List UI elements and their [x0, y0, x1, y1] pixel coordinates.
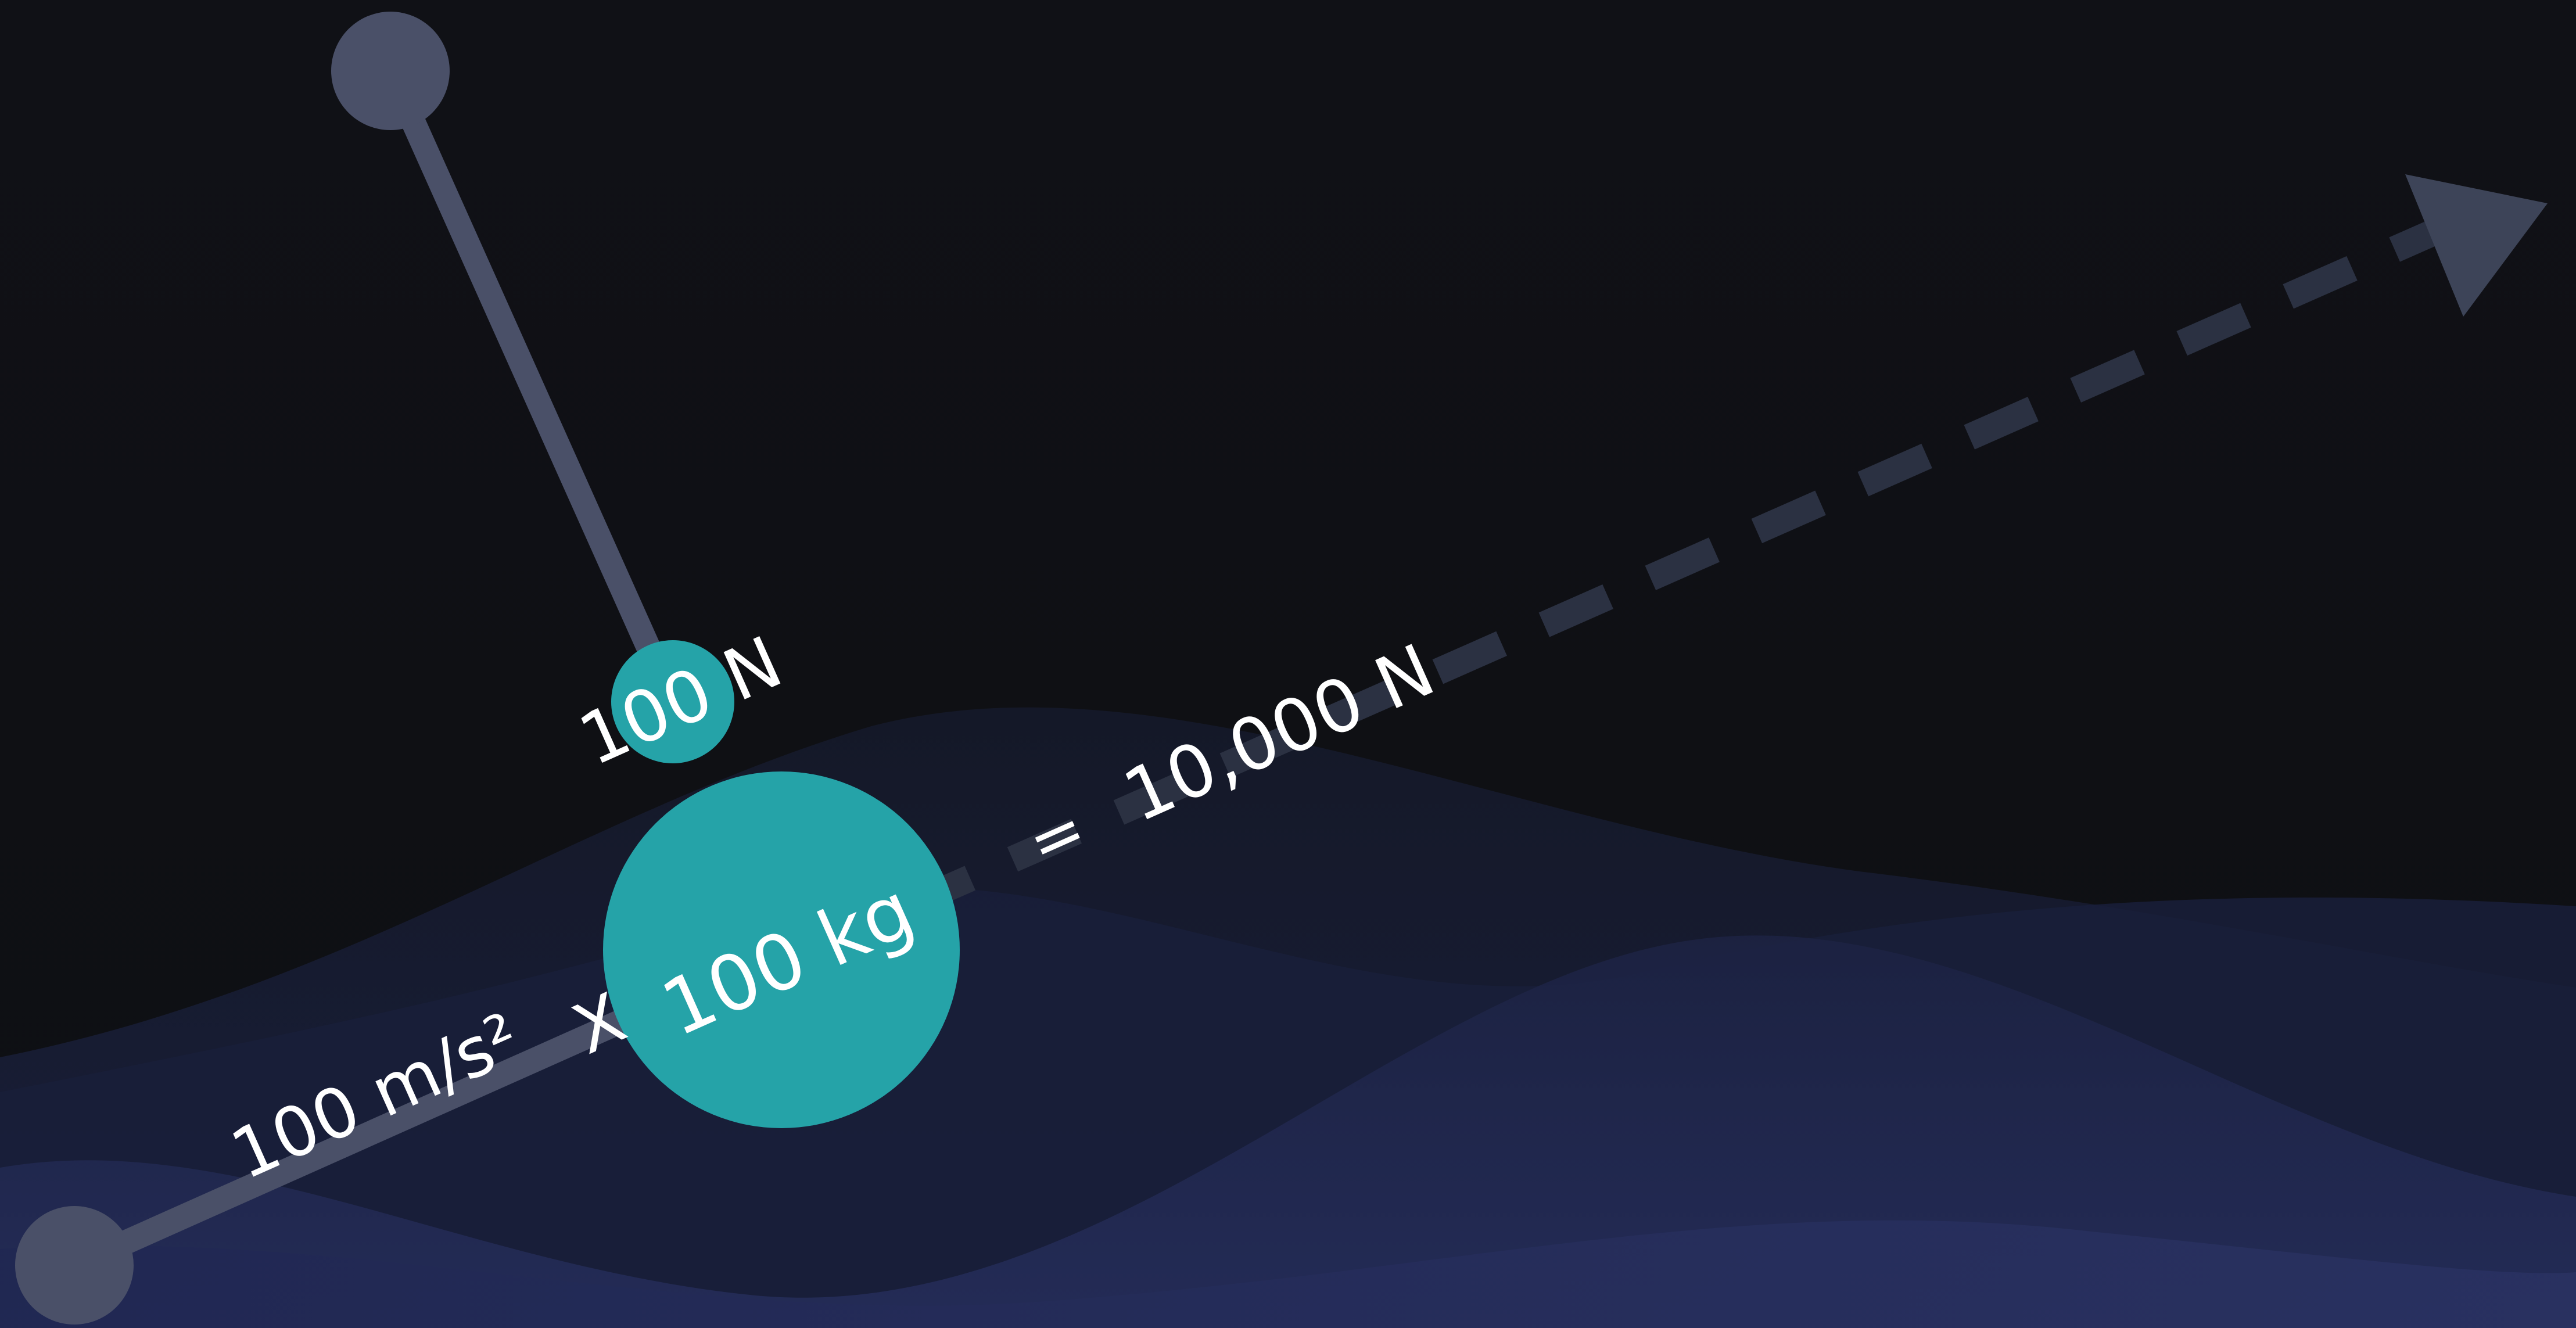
- result-arrow-head: [2405, 174, 2548, 317]
- force-line-top: [378, 59, 685, 714]
- force-node: [611, 640, 734, 763]
- acceleration-anchor: [15, 1206, 134, 1325]
- wave-bottom: [0, 1220, 2576, 1328]
- result-arrow-dashed-line: [900, 217, 2446, 919]
- force-anchor-top: [331, 12, 450, 130]
- mass-circle: [603, 771, 960, 1128]
